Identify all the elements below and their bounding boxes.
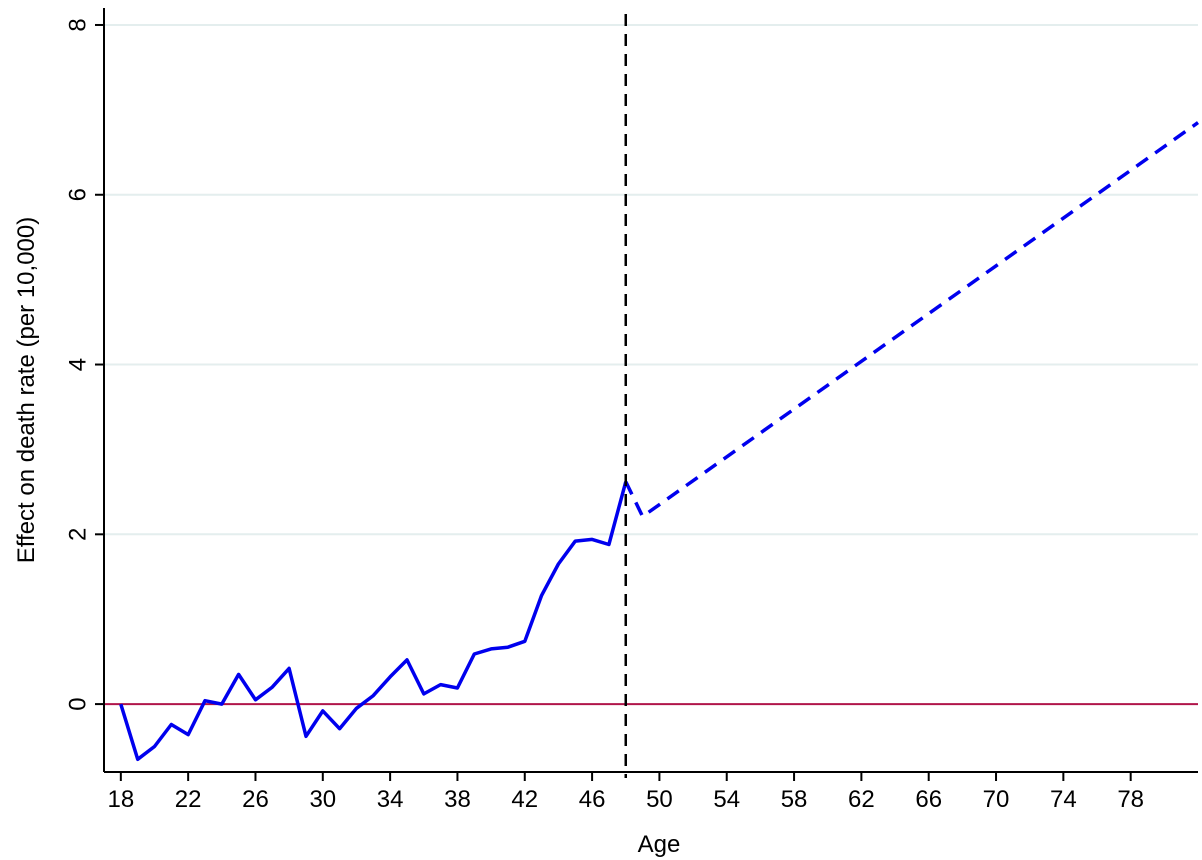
gridlines [104, 23, 1198, 536]
x-tick-label: 38 [444, 786, 471, 813]
y-tick-label: 2 [64, 528, 91, 541]
y-axis-title: Effect on death rate (per 10,000) [13, 217, 40, 563]
x-tick-label: 54 [713, 786, 740, 813]
x-tick-label: 50 [646, 786, 673, 813]
x-tick-label: 78 [1117, 786, 1144, 813]
y-tick-label: 0 [64, 697, 91, 710]
x-axis-title: Age [638, 831, 681, 858]
x-tick-label: 34 [377, 786, 404, 813]
x-tick-label: 62 [848, 786, 875, 813]
x-tick-label: 22 [175, 786, 202, 813]
series-line-dashed [624, 121, 1200, 519]
x-tick-label: 46 [579, 786, 606, 813]
x-tick-label: 58 [781, 786, 808, 813]
x-tick-label: 26 [242, 786, 269, 813]
y-tick-label: 4 [64, 358, 91, 371]
x-tick-label: 74 [1050, 786, 1077, 813]
x-tick-label: 42 [511, 786, 538, 813]
x-tick-label: 18 [107, 786, 134, 813]
x-tick-label: 30 [309, 786, 336, 813]
y-tick-label: 6 [64, 188, 91, 201]
series-group [119, 121, 1200, 762]
series-line-solid [119, 481, 628, 762]
x-tick-label: 66 [915, 786, 942, 813]
x-tick-label: 70 [983, 786, 1010, 813]
y-tick-label: 8 [64, 18, 91, 31]
